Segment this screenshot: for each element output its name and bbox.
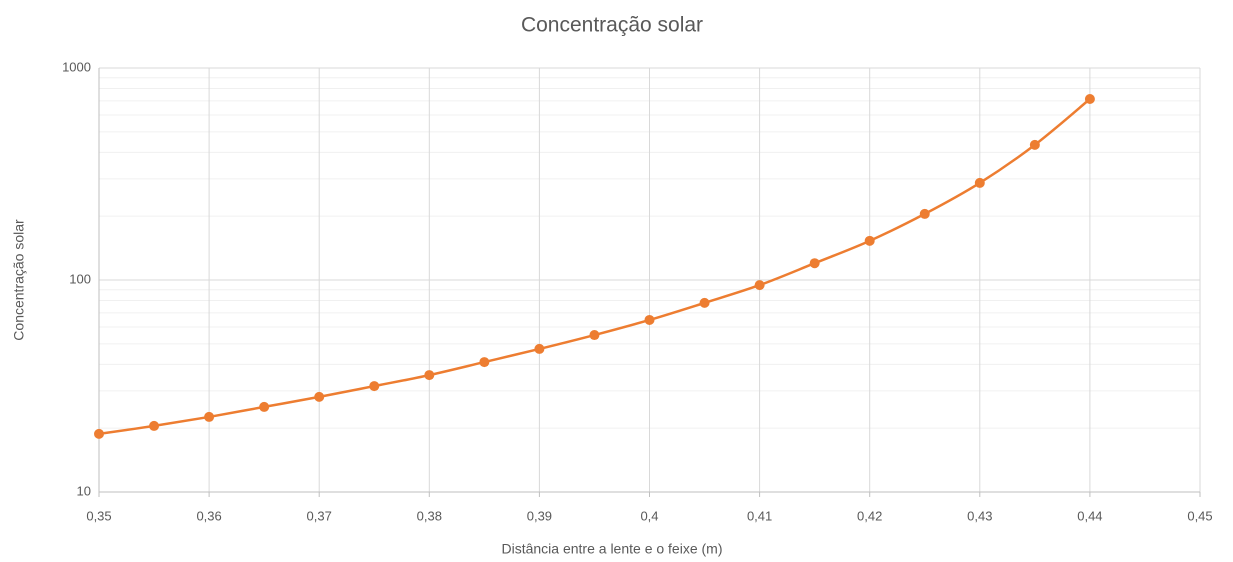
x-tick-label: 0,45 (1187, 508, 1212, 523)
series-line (98, 98, 1091, 436)
data-point (644, 314, 655, 325)
data-point (424, 370, 435, 381)
x-tick-label: 0,37 (307, 508, 332, 523)
data-point (259, 401, 270, 412)
data-point (754, 280, 765, 291)
x-tick-label: 0,44 (1077, 508, 1102, 523)
x-tick-label: 0,39 (527, 508, 552, 523)
data-point (1029, 139, 1040, 150)
y-tick-label: 1000 (62, 59, 91, 74)
y-axis-label: Concentração solar (11, 219, 27, 341)
data-point (589, 330, 600, 341)
data-point (94, 428, 104, 439)
x-axis-label: Distância entre a lente e o feixe (m) (502, 541, 723, 557)
data-point (974, 177, 985, 188)
x-tick-label: 0,38 (417, 508, 442, 523)
data-point (1084, 94, 1095, 105)
data-point (534, 343, 545, 354)
x-tick-label: 0,35 (86, 508, 111, 523)
data-point (919, 208, 930, 219)
data-point (699, 297, 710, 308)
x-tick-label: 0,43 (967, 508, 992, 523)
data-point (369, 381, 380, 392)
y-tick-label: 10 (77, 483, 91, 498)
chart-title: Concentração solar (521, 14, 703, 37)
data-point (864, 235, 875, 246)
data-point (204, 411, 215, 422)
x-tick-label: 0,41 (747, 508, 772, 523)
data-point (149, 420, 160, 431)
data-point (809, 258, 820, 269)
y-tick-label: 100 (69, 271, 91, 286)
x-tick-label: 0,36 (196, 508, 221, 523)
data-point (479, 357, 490, 368)
x-tick-label: 0,4 (640, 508, 658, 523)
x-tick-label: 0,42 (857, 508, 882, 523)
data-point (314, 391, 325, 402)
